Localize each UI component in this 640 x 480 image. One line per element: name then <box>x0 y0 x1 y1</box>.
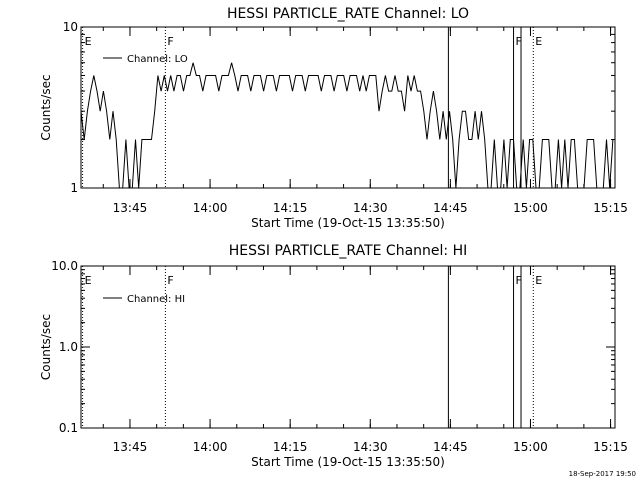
x-tick-label: 14:30 <box>353 201 388 215</box>
x-tick-label: 15:00 <box>513 440 548 454</box>
x-axis-label: Start Time (19-Oct-15 13:35:50) <box>251 455 445 469</box>
plot-frame <box>80 26 616 189</box>
y-tick-label: 10 <box>63 20 78 34</box>
flag-label: F <box>516 274 522 287</box>
panel-hi: HESSI PARTICLE_RATE Channel: HIE F F E13:45… <box>39 243 628 469</box>
x-tick-label: 13:45 <box>113 440 148 454</box>
chart-title: HESSI PARTICLE_RATE Channel: LO <box>227 6 469 22</box>
x-tick-label: 15:00 <box>513 201 548 215</box>
x-tick-label: 14:30 <box>353 440 388 454</box>
flag-label: F <box>516 35 522 48</box>
flag-label: F <box>167 274 173 287</box>
x-tick-label: 15:15 <box>593 440 628 454</box>
chart-title: HESSI PARTICLE_RATE Channel: HI <box>229 243 467 259</box>
legend-label: Channel: HI <box>127 294 185 305</box>
y-axis-label: Counts/sec <box>39 314 53 380</box>
y-tick-label: 1 <box>70 181 78 195</box>
x-tick-label: 14:45 <box>433 440 468 454</box>
y-tick-label: 10.0 <box>51 259 78 273</box>
footer-timestamp: 18-Sep-2017 19:50 <box>569 470 636 478</box>
legend-label: Channel: LO <box>127 54 188 65</box>
flag-label: E <box>85 35 92 48</box>
x-axis-label: Start Time (19-Oct-15 13:35:50) <box>251 216 445 230</box>
y-axis-label: Counts/sec <box>39 74 53 140</box>
x-tick-label: 15:15 <box>593 201 628 215</box>
x-tick-label: 13:45 <box>113 201 148 215</box>
x-tick-label: 14:15 <box>273 440 308 454</box>
y-tick-label: 0.1 <box>59 421 78 435</box>
x-tick-label: 14:15 <box>273 201 308 215</box>
series-line <box>80 62 614 189</box>
plot-frame <box>80 265 616 429</box>
y-tick-label: 1.0 <box>59 340 78 354</box>
flag-label: E <box>535 274 542 287</box>
x-tick-label: 14:00 <box>193 201 228 215</box>
flag-label: E <box>85 274 92 287</box>
flag-label: E <box>535 35 542 48</box>
x-tick-label: 14:00 <box>193 440 228 454</box>
flag-label: F <box>167 35 173 48</box>
panel-lo: HESSI PARTICLE_RATE Channel: LOE F F E13:45… <box>39 6 628 230</box>
x-tick-label: 14:45 <box>433 201 468 215</box>
